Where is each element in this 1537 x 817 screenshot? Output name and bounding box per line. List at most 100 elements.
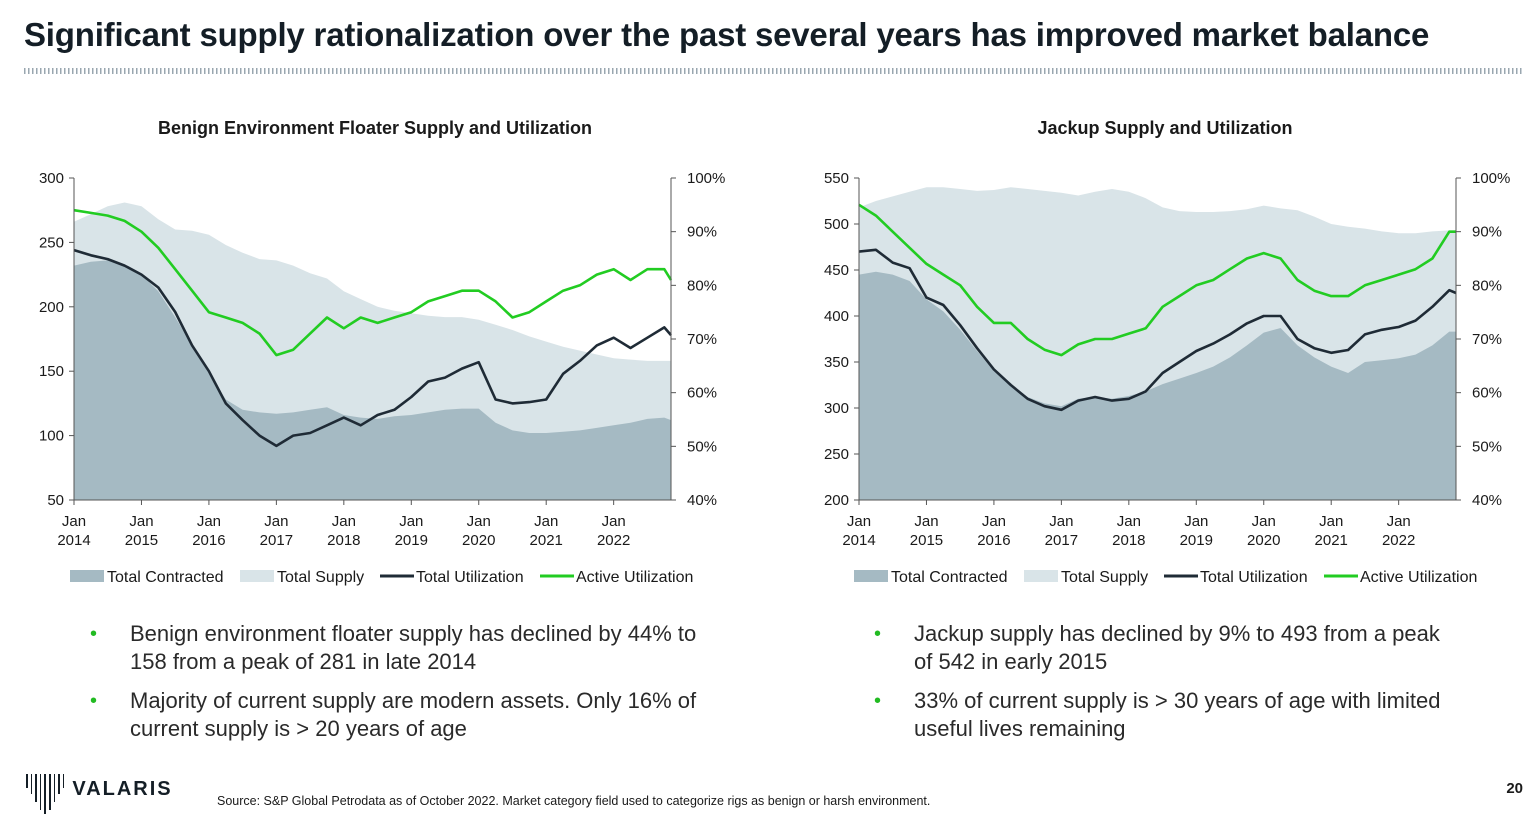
x-tick-label-year: 2021 <box>530 532 563 549</box>
x-tick-label-year: 2022 <box>597 532 630 549</box>
total-contracted-area <box>74 260 671 500</box>
x-tick-label-month: Jan <box>264 513 288 530</box>
right-tick-label: 50% <box>1472 438 1502 455</box>
jackup-chart: 550 500 450 400 350 300 250 200 100% 90% 80% 70% 60%… <box>824 170 1510 586</box>
left-tick-label: 250 <box>824 446 849 463</box>
right-chart-title: Jackup Supply and Utilization <box>1037 118 1293 138</box>
right-tick-label: 60% <box>687 385 717 402</box>
total-utilization-line <box>858 248 1457 412</box>
bullet-text: Benign environment floater supply has de… <box>130 621 697 674</box>
x-tick-label-month: Jan <box>399 513 423 530</box>
x-tick-label-month: Jan <box>332 513 356 530</box>
legend-contracted-label: Total Contracted <box>891 569 1008 586</box>
page-title: Significant supply rationalization over … <box>24 16 1430 53</box>
x-tick-label-year: 2020 <box>462 532 495 549</box>
bullet-text: Majority of current supply are modern as… <box>130 688 697 741</box>
left-tick-label: 200 <box>39 299 64 316</box>
x-tick-label-month: Jan <box>1319 513 1343 530</box>
legend-contracted-label: Total Contracted <box>107 569 224 586</box>
right-tick-label: 80% <box>1472 277 1502 294</box>
left-tick-label: 100 <box>39 428 64 445</box>
x-tick-label-year: 2021 <box>1315 532 1348 549</box>
total-utilization-line <box>73 248 672 448</box>
bullet-item: • Majority of current supply are modern a… <box>80 687 720 743</box>
bullet-dot-icon: • <box>90 690 98 712</box>
left-tick-label: 200 <box>824 492 849 509</box>
right-tick-label: 100% <box>1472 170 1510 187</box>
valaris-logo: VALARIS <box>26 774 173 814</box>
bullet-item: • Jackup supply has declined by 9% to 493… <box>864 620 1464 676</box>
x-tick-label-year: 2016 <box>192 532 225 549</box>
source-note: Source: S&P Global Petrodata as of Octob… <box>217 794 931 808</box>
x-tick-label-year: 2015 <box>125 532 158 549</box>
x-tick-label-month: Jan <box>1117 513 1141 530</box>
right-tick-label: 90% <box>1472 224 1502 241</box>
active-utilization-line <box>858 203 1456 357</box>
x-tick-label-year: 2018 <box>327 532 360 549</box>
legend-total-util-label: Total Utilization <box>416 569 524 586</box>
left-tick-label: 450 <box>824 262 849 279</box>
x-tick-label-year: 2014 <box>842 532 875 549</box>
x-tick-label-year: 2014 <box>57 532 90 549</box>
legend-total-util-label: Total Utilization <box>1200 569 1308 586</box>
x-tick-label-month: Jan <box>1184 513 1208 530</box>
bullet-text: 33% of current supply is > 30 years of a… <box>914 688 1441 741</box>
legend-supply-swatch <box>1024 570 1058 582</box>
x-tick-label-month: Jan <box>1387 513 1411 530</box>
x-tick-label-month: Jan <box>1049 513 1073 530</box>
x-tick-label-year: 2019 <box>395 532 428 549</box>
right-tick-label: 90% <box>687 224 717 241</box>
left-bullets: • Benign environment floater supply has d… <box>80 620 720 754</box>
x-tick-label-month: Jan <box>1252 513 1276 530</box>
x-tick-label-month: Jan <box>129 513 153 530</box>
left-tick-label: 350 <box>824 354 849 371</box>
bullet-dot-icon: • <box>874 690 882 712</box>
left-tick-label: 300 <box>39 170 64 187</box>
right-tick-label: 70% <box>1472 331 1502 348</box>
right-tick-label: 40% <box>687 492 717 509</box>
logo-text: VALARIS <box>72 777 173 800</box>
left-tick-label: 150 <box>39 363 64 380</box>
left-tick-label: 300 <box>824 400 849 417</box>
legend-contracted-swatch <box>854 570 888 582</box>
bullet-dot-icon: • <box>90 623 98 645</box>
x-tick-label-month: Jan <box>982 513 1006 530</box>
x-tick-label-year: 2022 <box>1382 532 1415 549</box>
left-tick-label: 250 <box>39 234 64 251</box>
active-utilization-line <box>73 208 673 357</box>
right-tick-label: 60% <box>1472 385 1502 402</box>
bullet-text: Jackup supply has declined by 9% to 493 … <box>914 621 1440 674</box>
right-tick-label: 80% <box>687 277 717 294</box>
left-tick-label: 500 <box>824 216 849 233</box>
x-tick-label-month: Jan <box>197 513 221 530</box>
x-tick-label-year: 2016 <box>977 532 1010 549</box>
x-tick-label-month: Jan <box>467 513 491 530</box>
bullet-item: • Benign environment floater supply has d… <box>80 620 720 676</box>
x-tick-label-month: Jan <box>534 513 558 530</box>
right-tick-label: 50% <box>687 438 717 455</box>
x-tick-label-year: 2017 <box>1045 532 1078 549</box>
logo-bars-icon <box>26 774 65 814</box>
right-tick-label: 100% <box>687 170 725 187</box>
legend-active-util-label: Active Utilization <box>576 569 693 586</box>
x-tick-label-month: Jan <box>914 513 938 530</box>
legend-supply-label: Total Supply <box>277 569 364 586</box>
x-tick-label-year: 2018 <box>1112 532 1145 549</box>
left-chart-title: Benign Environment Floater Supply and Ut… <box>157 118 593 138</box>
x-tick-label-month: Jan <box>602 513 626 530</box>
x-tick-label-year: 2020 <box>1247 532 1280 549</box>
left-tick-label: 550 <box>824 170 849 187</box>
x-tick-label-year: 2017 <box>260 532 293 549</box>
legend-contracted-swatch <box>70 570 104 582</box>
floater-chart: 300 250 200 150 100 50 100% 90% 80% 70% 60% 50% 40% J… <box>39 170 725 586</box>
left-tick-label: 400 <box>824 308 849 325</box>
x-tick-label-year: 2015 <box>910 532 943 549</box>
right-tick-label: 70% <box>687 331 717 348</box>
bullet-item: • 33% of current supply is > 30 years of … <box>864 687 1464 743</box>
right-tick-label: 40% <box>1472 492 1502 509</box>
x-tick-label-year: 2019 <box>1180 532 1213 549</box>
legend-active-util-label: Active Utilization <box>1360 569 1477 586</box>
total-contracted-area <box>859 271 1456 500</box>
legend-supply-label: Total Supply <box>1061 569 1148 586</box>
page-number: 20 <box>1506 780 1523 797</box>
